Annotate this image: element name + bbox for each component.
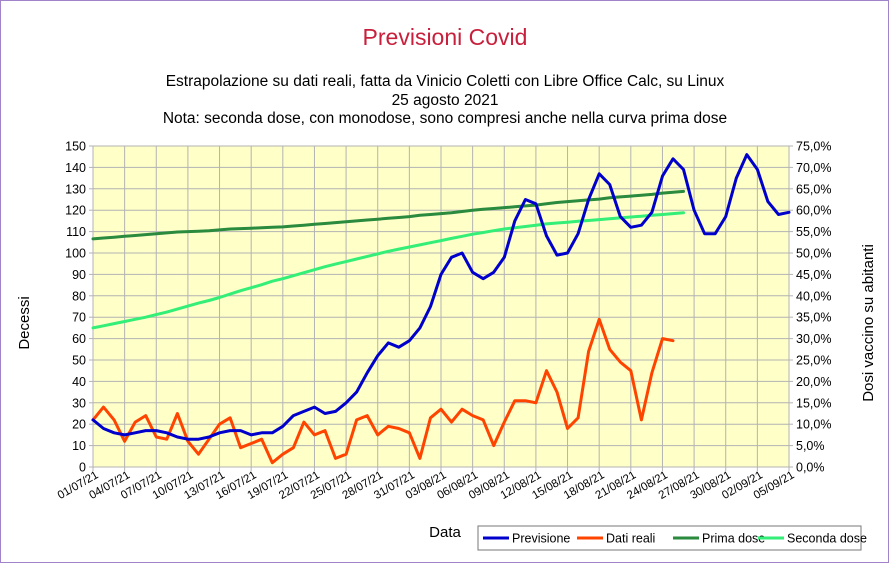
y-tick-label: 40 <box>72 375 86 389</box>
y2-axis-title: Dosi vaccino su abitanti <box>860 244 877 402</box>
y-axis-title: Decessi <box>16 296 33 349</box>
y-tick-label: 0 <box>79 461 86 475</box>
y2-tick-label: 30,0% <box>796 332 831 346</box>
y-tick-label: 70 <box>72 311 86 325</box>
y2-tick-label: 40,0% <box>796 289 831 303</box>
y2-tick-label: 35,0% <box>796 311 831 325</box>
y-tick-label: 130 <box>65 182 86 196</box>
chart-subtitle-line-1: Estrapolazione su dati reali, fatta da V… <box>166 73 725 90</box>
y2-tick-label: 5,0% <box>796 439 825 453</box>
y-tick-label: 110 <box>66 225 86 239</box>
y-tick-label: 90 <box>72 268 86 282</box>
legend-label: Dati reali <box>606 532 655 546</box>
legend-label: Seconda dose <box>787 532 867 546</box>
y-tick-label: 20 <box>72 418 86 432</box>
legend-box <box>477 525 862 551</box>
y2-tick-label: 70,0% <box>796 161 831 175</box>
series-lines <box>91 153 791 465</box>
y2-tick-label: 10,0% <box>796 418 831 432</box>
legend: Previsione Dati reali Prima dose Seconda do… <box>477 525 867 551</box>
y2-tick-label: 65,0% <box>796 182 831 196</box>
y2-tick-label: 55,0% <box>796 225 831 239</box>
y-tick-label: 140 <box>65 161 86 175</box>
y2-tick-label: 75,0% <box>796 140 831 154</box>
y2-tick-label: 15,0% <box>796 396 831 410</box>
x-axis-title: Data <box>429 524 461 541</box>
y2-tick-label: 0,0% <box>796 461 825 475</box>
dati-reali-line <box>91 317 675 465</box>
y2-tick-label: 25,0% <box>796 354 831 368</box>
chart-subtitle-line-2: 25 agosto 2021 <box>392 92 499 109</box>
y-tick-label: 60 <box>72 332 86 346</box>
y-tick-label: 120 <box>65 204 86 218</box>
prima-dose-line <box>91 189 685 241</box>
legend-label: Prima dose <box>702 532 765 546</box>
seconda-dose-line <box>91 211 685 330</box>
y2-tick-label: 20,0% <box>796 375 831 389</box>
legend-label: Previsione <box>512 532 570 546</box>
y2-tick-label: 60,0% <box>796 204 831 218</box>
y-tick-label: 10 <box>72 439 86 453</box>
y-tick-label: 30 <box>72 396 86 410</box>
chart-title: Previsioni Covid <box>363 24 528 50</box>
y-tick-label: 80 <box>72 289 86 303</box>
y-tick-label: 100 <box>65 247 86 261</box>
y2-tick-label: 45,0% <box>796 268 831 282</box>
chart-subtitle-line-3: Nota: seconda dose, con monodose, sono c… <box>163 110 727 127</box>
y-tick-label: 150 <box>65 140 86 154</box>
y2-tick-label: 50,0% <box>796 247 831 261</box>
previsione-line <box>91 153 791 441</box>
y-tick-label: 50 <box>72 354 86 368</box>
